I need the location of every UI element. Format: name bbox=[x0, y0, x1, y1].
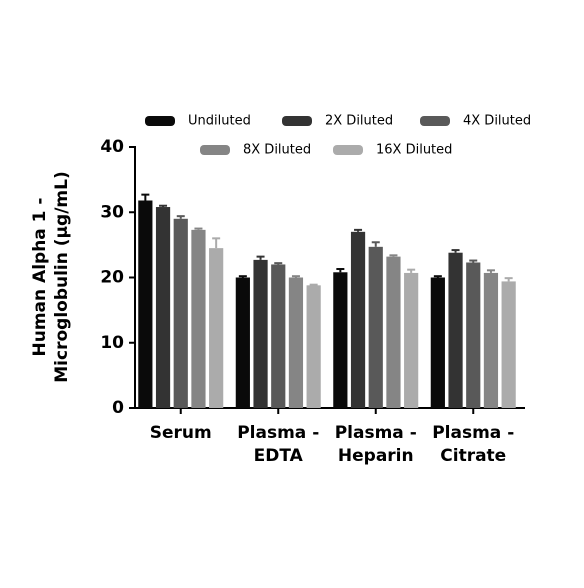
error-bar bbox=[176, 215, 185, 219]
legend-swatch bbox=[145, 116, 175, 126]
y-tick-label: 30 bbox=[100, 202, 124, 222]
bar bbox=[430, 277, 445, 408]
error-bar bbox=[433, 275, 442, 278]
error-bar bbox=[504, 277, 513, 282]
error-bar bbox=[451, 249, 460, 253]
bar bbox=[138, 200, 153, 408]
x-tick-label: Citrate bbox=[440, 446, 506, 466]
bar bbox=[235, 277, 250, 408]
bar bbox=[191, 229, 206, 408]
error-bar bbox=[407, 268, 416, 273]
error-bar bbox=[469, 259, 478, 263]
error-bar bbox=[194, 227, 203, 230]
legend-swatch bbox=[333, 145, 363, 155]
x-tick-label: EDTA bbox=[254, 446, 304, 466]
error-bar bbox=[238, 275, 247, 278]
legend-label: Undiluted bbox=[188, 114, 251, 129]
y-tick-label: 0 bbox=[112, 398, 124, 418]
error-bar bbox=[486, 269, 495, 273]
y-tick-label: 10 bbox=[100, 333, 124, 353]
y-tick-label: 20 bbox=[100, 268, 124, 288]
bar bbox=[386, 256, 401, 408]
legend-label: 8X Diluted bbox=[243, 143, 311, 158]
bar bbox=[333, 272, 348, 408]
bar bbox=[209, 248, 224, 408]
bar bbox=[253, 259, 268, 408]
x-tick-label: Plasma - bbox=[237, 423, 319, 443]
bar bbox=[448, 252, 463, 408]
y-axis-label: Microglobulin (μg/mL) bbox=[52, 171, 72, 382]
bar bbox=[271, 264, 286, 408]
bar bbox=[404, 272, 419, 408]
y-axis-label: Human Alpha 1 - bbox=[30, 198, 50, 357]
error-bar bbox=[309, 283, 318, 286]
error-bar bbox=[389, 254, 398, 257]
error-bar bbox=[141, 193, 150, 201]
error-bar bbox=[354, 228, 363, 232]
legend-swatch bbox=[200, 145, 230, 155]
bar bbox=[350, 231, 366, 408]
x-tick-label: Plasma - bbox=[335, 423, 417, 443]
x-tick-label: Plasma - bbox=[432, 423, 514, 443]
bar bbox=[466, 262, 481, 408]
error-bar bbox=[336, 268, 345, 273]
legend-swatch bbox=[282, 116, 312, 126]
legend-swatch bbox=[420, 116, 450, 126]
x-tick-label: Heparin bbox=[338, 446, 414, 466]
bar bbox=[501, 281, 516, 408]
legend-label: 2X Diluted bbox=[325, 114, 393, 129]
error-bar bbox=[291, 275, 300, 278]
bar bbox=[368, 246, 383, 408]
error-bar bbox=[371, 241, 380, 247]
legend-label: 4X Diluted bbox=[463, 114, 531, 129]
error-bar bbox=[212, 237, 221, 249]
legend-label: 16X Diluted bbox=[376, 143, 452, 158]
bar bbox=[306, 285, 321, 408]
bar bbox=[483, 272, 499, 408]
bar bbox=[173, 218, 188, 408]
error-bar bbox=[159, 204, 168, 208]
error-bar bbox=[256, 255, 265, 260]
bar bbox=[288, 277, 304, 408]
bar bbox=[155, 207, 171, 408]
x-tick-label: Serum bbox=[150, 423, 212, 443]
error-bar bbox=[274, 262, 283, 265]
y-tick-label: 40 bbox=[100, 137, 124, 157]
